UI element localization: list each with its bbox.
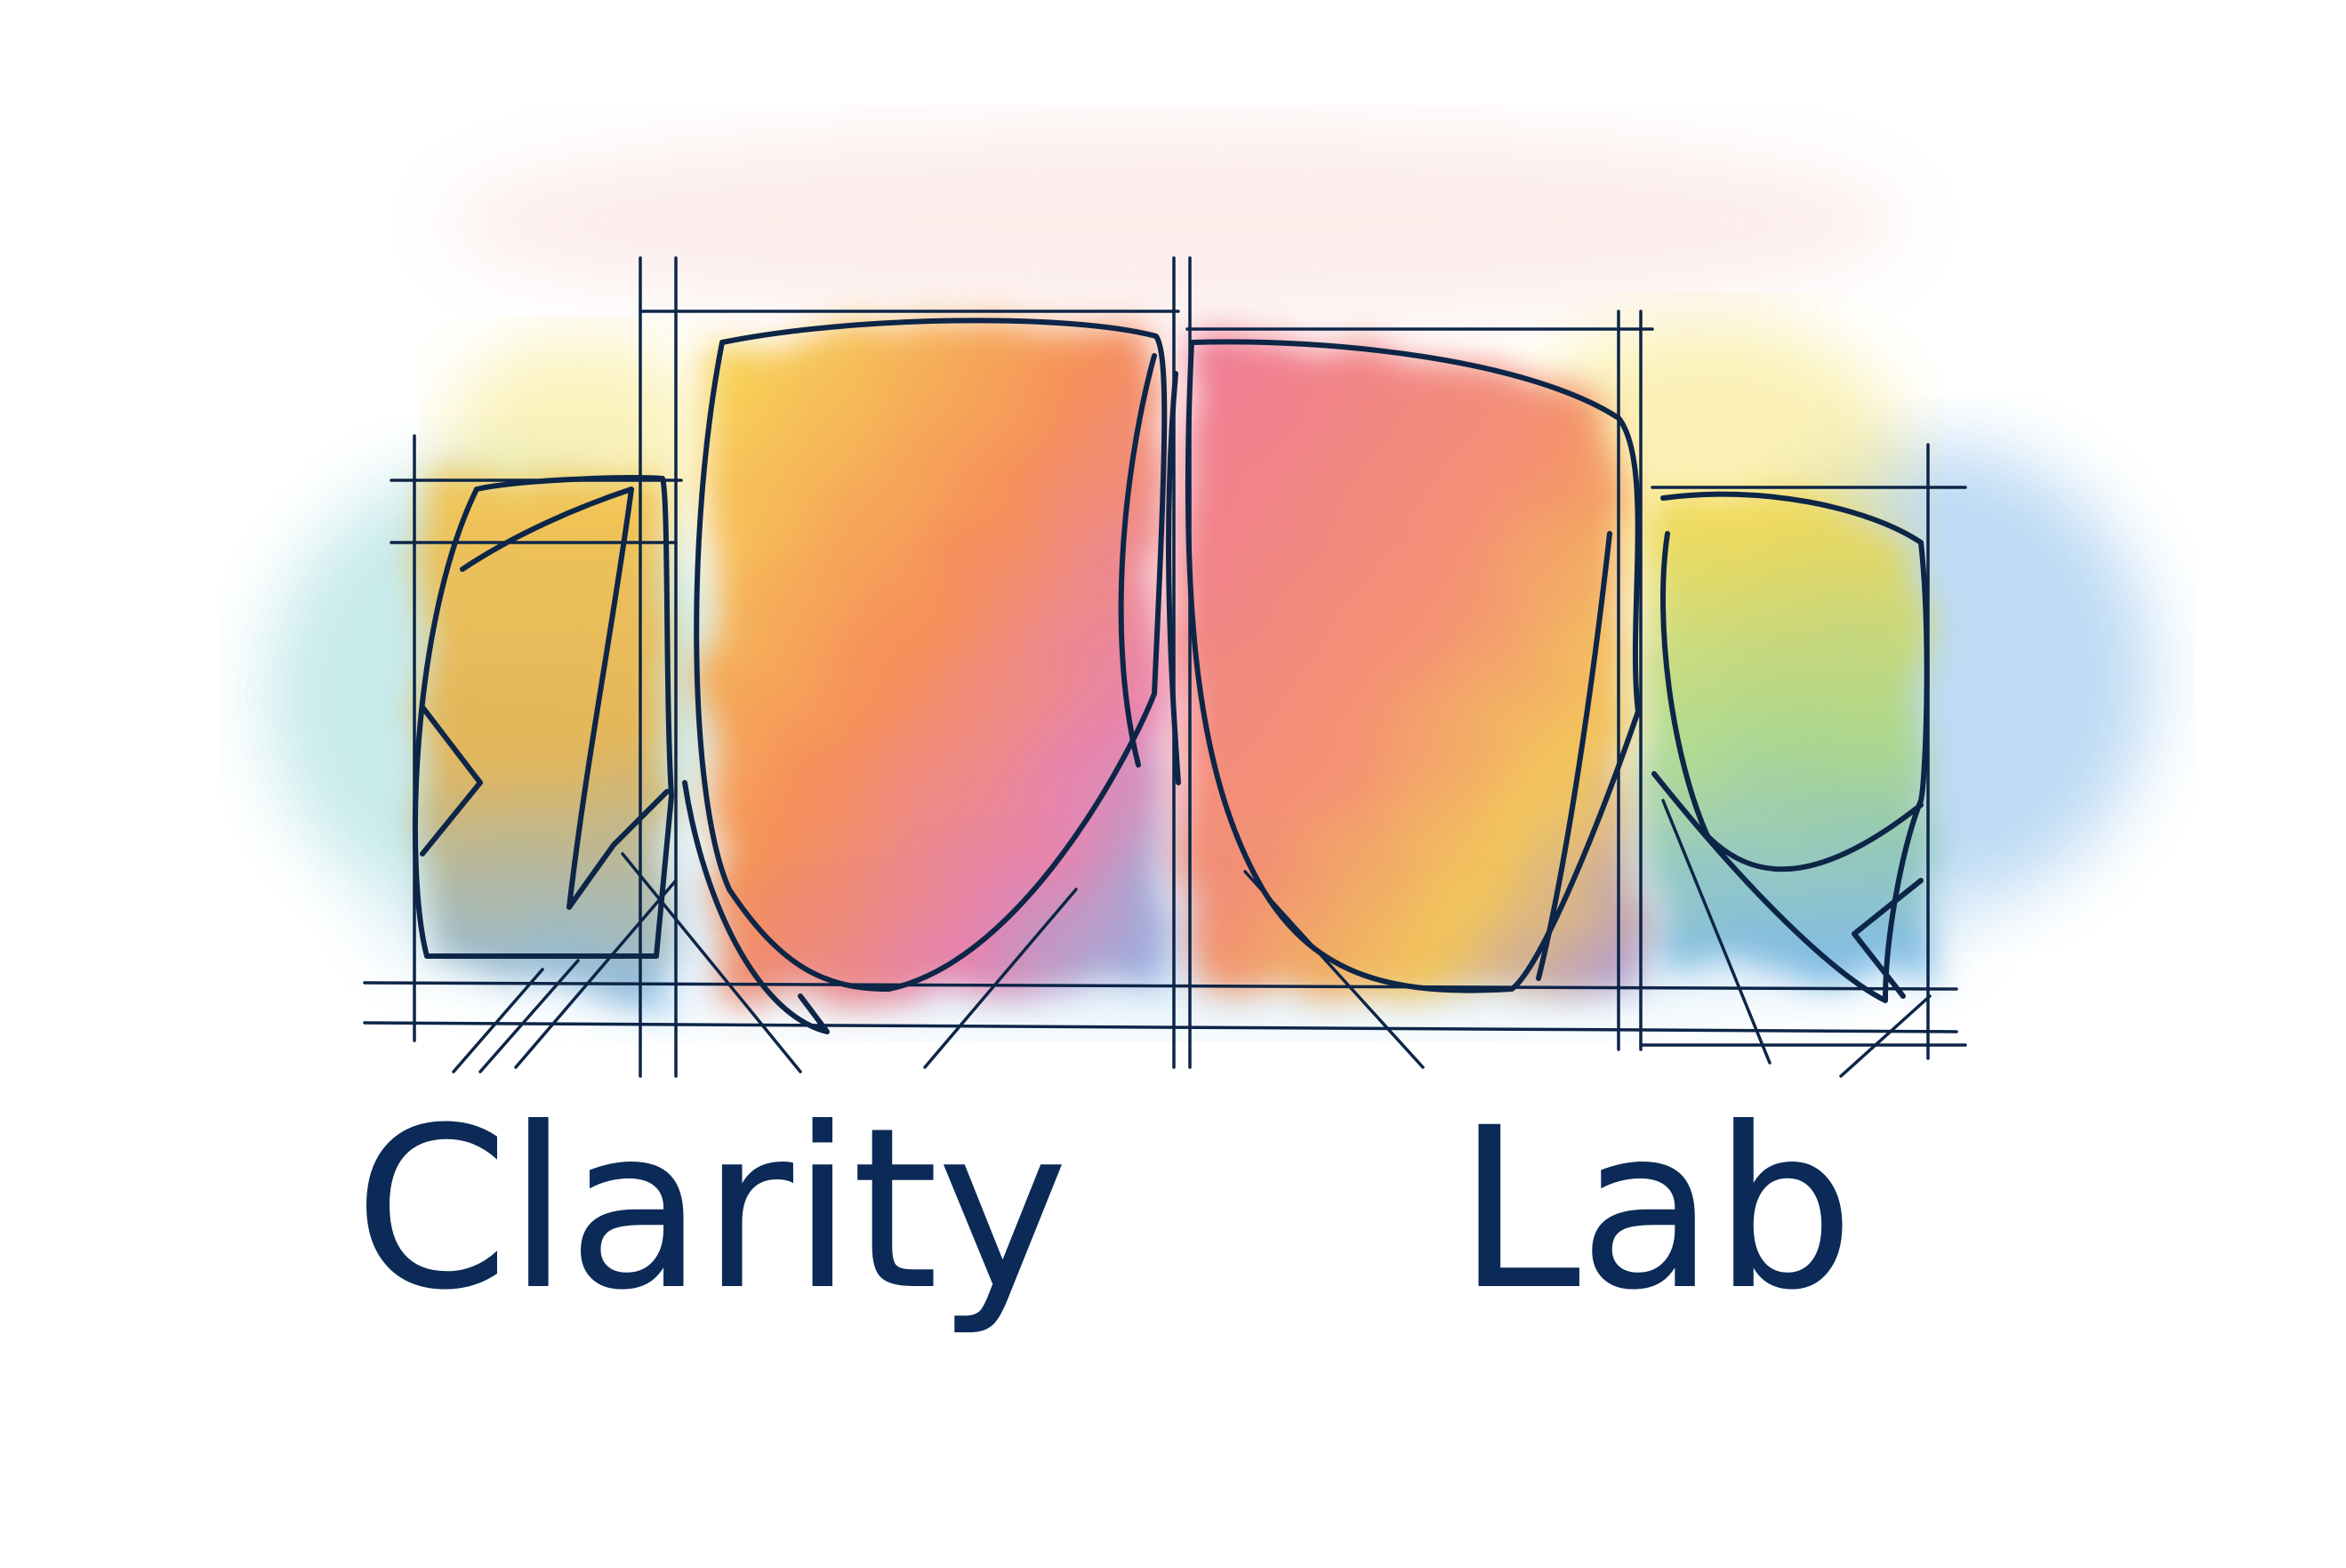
tooth-4-outline	[1651, 491, 1930, 1003]
tooth-3-outline	[1185, 339, 1641, 993]
tooth-2-fill	[707, 323, 1165, 1006]
tooth-3-fill	[1178, 340, 1636, 996]
tooth-outlines	[412, 318, 1930, 1034]
tooth-2-front	[682, 780, 830, 1034]
tooth-1-fill	[418, 477, 669, 1014]
tooth-2-outline	[694, 318, 1168, 992]
tooth-1-notch	[420, 704, 483, 856]
tooth-1-inner	[460, 486, 670, 910]
tooth-3-inner	[1536, 531, 1612, 981]
tooth-1-outline	[412, 475, 674, 959]
tooth-4-fill	[1643, 492, 1930, 978]
tooth-3-ridge	[1166, 371, 1181, 785]
tooth-2-ridge	[1118, 353, 1157, 768]
tooth-4-inner	[1660, 531, 1924, 872]
tooth-4-notch	[1852, 878, 1924, 999]
brand-word-lab: Lab	[1457, 1080, 1854, 1339]
tooth-fills	[418, 323, 1930, 1014]
brand-word-clarity: Clarity	[354, 1080, 1068, 1339]
